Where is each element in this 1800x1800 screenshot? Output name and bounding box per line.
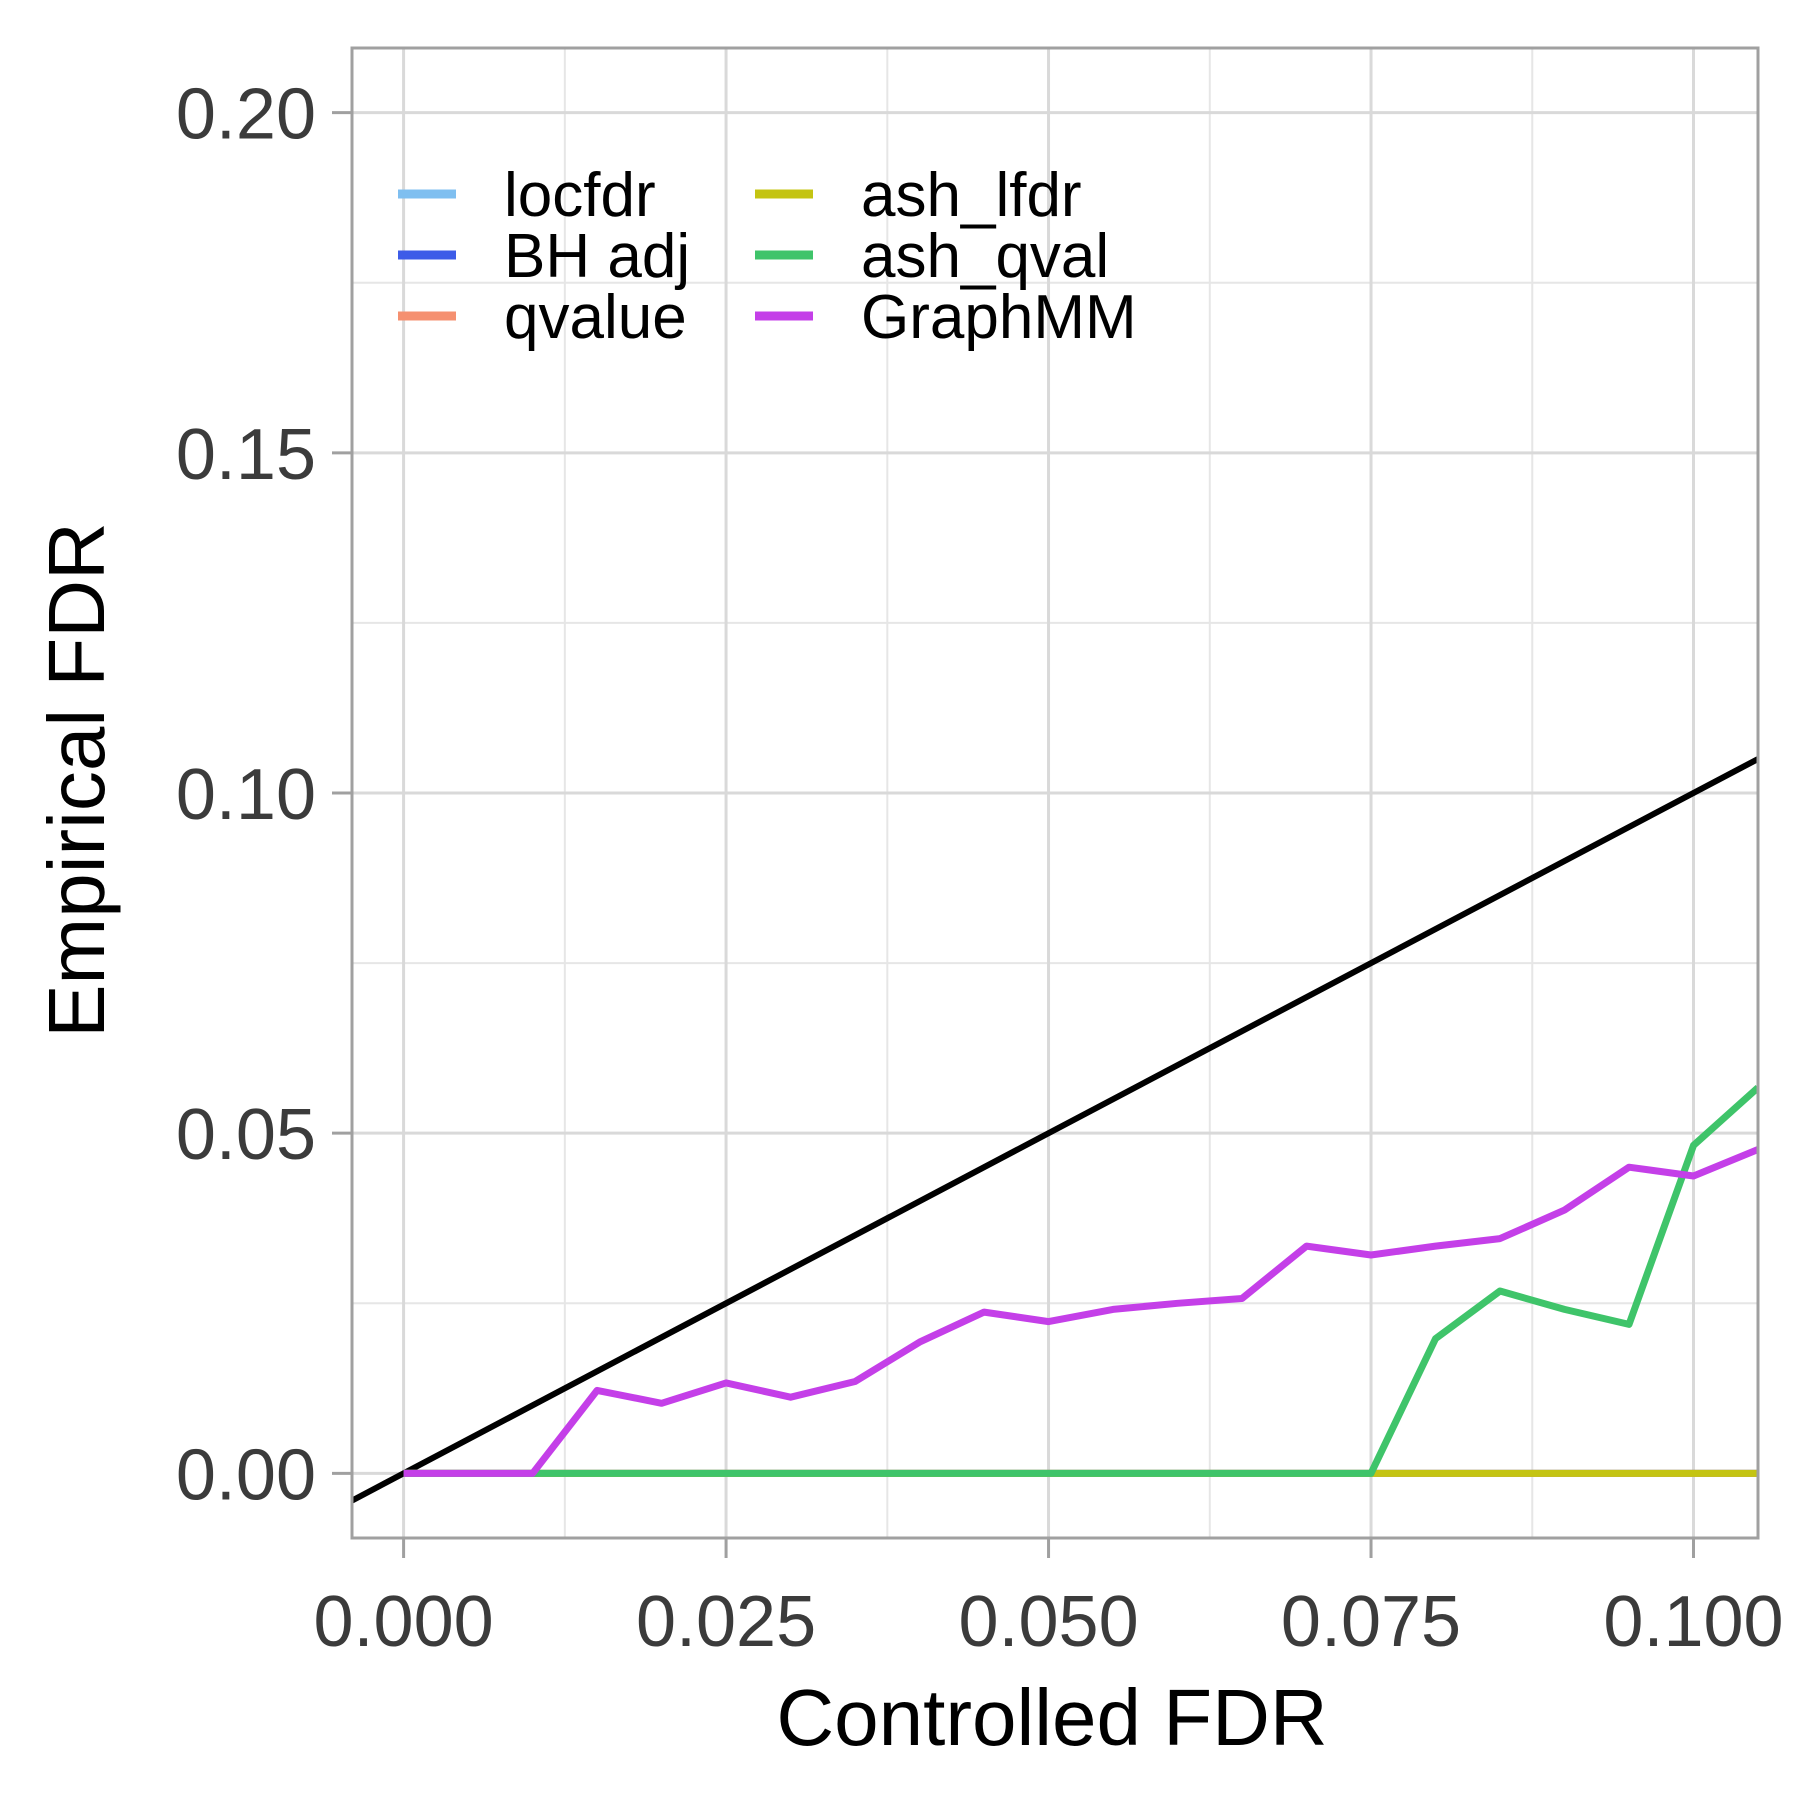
legend-label: qvalue (504, 283, 687, 352)
legend-label: ash_qval (861, 222, 1109, 291)
legend-label: ash_lfdr (861, 161, 1082, 230)
x-tick-label: 0.100 (1603, 1582, 1783, 1662)
plot-lines (352, 756, 1758, 1504)
x-tick-label: 0.075 (1281, 1582, 1461, 1662)
series-line-graphmm (403, 1146, 1758, 1477)
x-tick-label: 0.050 (958, 1582, 1138, 1662)
axis-ticks (332, 111, 1696, 1558)
y-tick-label: 0.00 (176, 1435, 316, 1515)
y-axis-title: Empirical FDR (32, 522, 121, 1038)
x-tick-label: 0.000 (314, 1582, 494, 1662)
y-tick-label: 0.15 (176, 415, 316, 495)
y-tick-label: 0.20 (176, 75, 316, 155)
y-tick-label: 0.10 (176, 755, 316, 835)
series-line-ash-qval (403, 1084, 1758, 1477)
legend-label: BH adj (504, 222, 690, 291)
legend-label: locfdr (504, 161, 656, 230)
legend-label: GraphMM (861, 283, 1137, 352)
tick-labels: 0.000 0.025 0.050 0.075 0.100 0.00 0.05 0.10 0.1… (176, 75, 1784, 1662)
x-tick-label: 0.025 (636, 1582, 816, 1662)
reference-line (352, 756, 1758, 1504)
y-tick-label: 0.05 (176, 1095, 316, 1175)
x-axis-title: Controlled FDR (776, 1673, 1327, 1762)
